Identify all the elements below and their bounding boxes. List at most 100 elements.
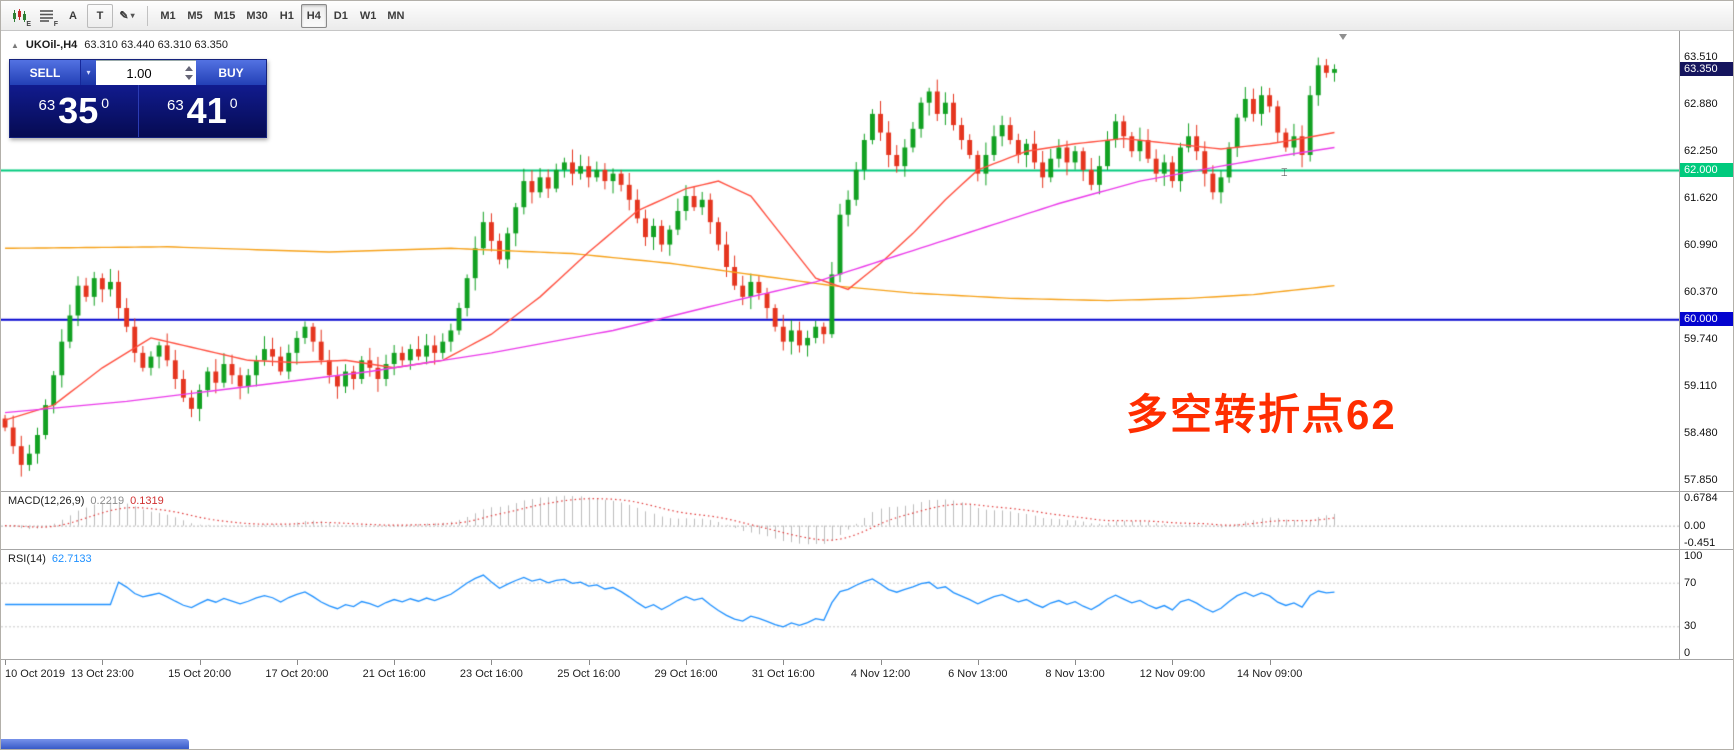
price-tag: 60.000 [1680, 312, 1733, 327]
toolbar: E F A T ✎ ▾ M1 M5 M15 M30 H1 H4 D1 W1 [1, 1, 1733, 31]
chart-mode-icon[interactable]: E [6, 4, 32, 28]
time-axis-label: 17 Oct 20:00 [265, 668, 329, 680]
toolbar-separator [147, 5, 148, 26]
chart-shift-marker[interactable] [1339, 34, 1348, 40]
time-axis-label: 13 Oct 23:00 [70, 668, 134, 680]
timeframe-mn[interactable]: MN [387, 9, 405, 22]
symbol-header: ▲ UKOil-,H4 63.310 63.440 63.310 63.350 [11, 39, 228, 51]
time-tick [491, 660, 493, 665]
time-tick [977, 660, 979, 665]
ibeam-marker-icon: ⌶ [1281, 167, 1288, 179]
macd-label: MACD(12,26,9) 0.2219 0.1319 [8, 495, 164, 507]
timeframe-m15[interactable]: M15 [214, 9, 236, 22]
macd-canvas[interactable] [1, 492, 1679, 549]
time-tick [5, 660, 7, 665]
sell-button[interactable]: SELL [10, 60, 80, 85]
time-axis-label: 6 Nov 13:00 [948, 668, 1008, 680]
timeframe-h1[interactable]: H1 [279, 9, 294, 22]
rsi-canvas[interactable] [1, 550, 1679, 659]
volume-box [96, 60, 196, 85]
timeframe-w1[interactable]: W1 [359, 9, 377, 22]
price-divider [137, 85, 139, 137]
time-tick [1172, 660, 1174, 665]
timeframe-d1[interactable]: D1 [333, 9, 348, 22]
font-tool-button[interactable]: A [60, 4, 86, 28]
price-scale-rsi: 100 70 30 0 [1680, 550, 1733, 659]
timeframe-m1[interactable]: M1 [160, 9, 176, 22]
timeframe-m30[interactable]: M30 [246, 9, 268, 22]
price-tick: 60.990 [1684, 239, 1718, 252]
text-label-tool-button[interactable]: T [87, 3, 113, 28]
rsi-label: RSI(14) 62.7133 [8, 553, 92, 565]
time-axis-label: 31 Oct 16:00 [751, 668, 815, 680]
background-window-fragment [1, 739, 189, 749]
volume-decrement-button[interactable] [184, 75, 193, 80]
sell-options-caret-icon[interactable]: ▾ [80, 60, 96, 85]
timeframe-m5[interactable]: M5 [187, 9, 203, 22]
candlestick-chart-icon [13, 8, 26, 22]
time-axis[interactable]: 10 Oct 2019 13 Oct 23:00 15 Oct 20:00 17 Oc… [1, 660, 1733, 687]
panel-separator[interactable] [1, 549, 1733, 550]
time-axis-label: 8 Nov 13:00 [1045, 668, 1105, 680]
buy-price-display[interactable]: 63 41 0 [166, 90, 238, 131]
time-tick [1075, 660, 1077, 665]
macd-panel: MACD(12,26,9) 0.2219 0.1319 [1, 492, 1679, 549]
macd-axis-tick: 0.00 [1684, 519, 1706, 532]
time-axis-label: 4 Nov 12:00 [850, 668, 911, 680]
time-tick [880, 660, 882, 665]
price-tick: 62.880 [1684, 98, 1718, 111]
time-axis-label: 15 Oct 20:00 [168, 668, 232, 680]
list-lines-icon [39, 10, 53, 22]
time-tick [1269, 660, 1271, 665]
buy-button[interactable]: BUY [196, 60, 266, 85]
timeframe-h4[interactable]: H4 [300, 3, 327, 28]
price-tag: 63.350 [1680, 62, 1733, 77]
pencil-icon: ✎ [119, 10, 129, 22]
main-chart-panel: ▲ UKOil-,H4 63.310 63.440 63.310 63.350 … [1, 31, 1679, 491]
price-scale[interactable]: 63.510 62.880 62.250 61.620 60.990 60.370 59.7… [1679, 31, 1733, 660]
volume-spinner [183, 64, 194, 82]
rsi-panel: RSI(14) 62.7133 [1, 550, 1679, 659]
rsi-axis-tick: 100 [1684, 550, 1703, 562]
indicator-list-icon[interactable]: F [33, 4, 59, 28]
time-tick [296, 660, 298, 665]
font-tool-label: A [69, 9, 77, 22]
price-scale-main: 63.510 62.880 62.250 61.620 60.990 60.370 59.7… [1680, 31, 1733, 491]
price-tick: 57.850 [1684, 473, 1718, 486]
draw-tools-button[interactable]: ✎ ▾ [114, 4, 140, 28]
time-axis-label: 14 Nov 09:00 [1236, 668, 1303, 680]
sell-price-display[interactable]: 63 35 0 [38, 90, 110, 131]
badge-e: E [26, 20, 31, 28]
time-axis-label: 10 Oct 2019 [5, 668, 65, 680]
expander-icon[interactable]: ▲ [11, 40, 19, 50]
rsi-axis-tick: 0 [1684, 647, 1691, 659]
time-tick [685, 660, 687, 665]
volume-increment-button[interactable] [184, 66, 193, 71]
price-tick: 59.110 [1684, 379, 1717, 392]
price-scale-macd: 0.6784 0.00 -0.451 [1680, 492, 1733, 549]
time-tick [102, 660, 104, 665]
time-tick [199, 660, 201, 665]
trade-panel-controls: SELL ▾ BUY [10, 60, 266, 85]
text-tool-label: T [96, 9, 104, 22]
symbol-ohlc-values: 63.310 63.440 63.310 63.350 [84, 39, 229, 51]
time-axis-label: 21 Oct 16:00 [362, 668, 426, 680]
time-axis-label: 25 Oct 16:00 [557, 668, 621, 680]
price-tick: 63.510 [1684, 51, 1718, 64]
main-chart-canvas[interactable] [1, 31, 1679, 491]
chart-annotation: 多空转折点62 [1126, 391, 1397, 438]
volume-input[interactable] [96, 61, 196, 85]
rsi-axis-tick: 30 [1684, 620, 1697, 633]
panel-separator[interactable] [1, 659, 1733, 660]
macd-axis-tick: -0.451 [1684, 537, 1716, 549]
badge-f: F [53, 20, 58, 28]
time-axis-label: 23 Oct 16:00 [459, 668, 523, 680]
time-axis-label: 12 Nov 09:00 [1139, 668, 1206, 680]
panel-separator[interactable] [1, 491, 1733, 492]
price-tick: 60.370 [1684, 285, 1718, 298]
time-tick [394, 660, 396, 665]
price-tag: 62.000 [1680, 162, 1733, 177]
price-tick: 59.740 [1684, 332, 1718, 345]
